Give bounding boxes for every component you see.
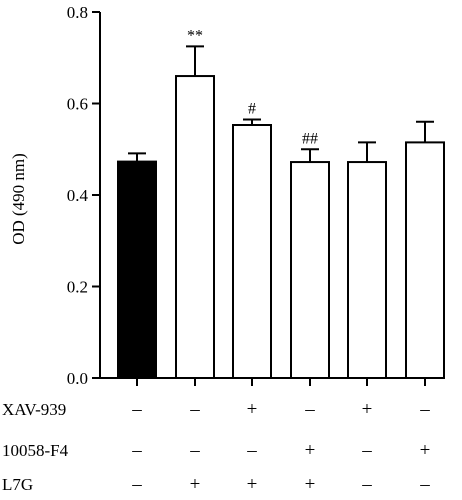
treatment-symbol: + <box>362 399 373 420</box>
treatment-symbol: – <box>419 399 430 420</box>
bar <box>232 124 272 379</box>
treatment-symbol: – <box>131 399 142 420</box>
significance-annotation: ** <box>187 27 203 44</box>
treatment-row-label: 10058-F4 <box>2 441 69 460</box>
treatment-symbol: – <box>361 474 372 495</box>
treatment-symbol: – <box>304 399 315 420</box>
bar <box>347 161 387 379</box>
y-tick-label: 0.4 <box>67 186 89 205</box>
y-tick-label: 0.6 <box>67 95 88 114</box>
significance-annotation: ## <box>302 130 318 147</box>
treatment-symbol: – <box>131 440 142 461</box>
treatment-symbol: + <box>305 440 316 461</box>
treatment-row-label: XAV-939 <box>2 400 66 419</box>
treatment-row-label: L7G <box>2 475 33 494</box>
treatment-symbol: + <box>305 474 316 495</box>
bars-layer <box>117 45 445 380</box>
y-axis-title: OD (490 nm) <box>9 153 28 245</box>
y-tick-label: 0.2 <box>67 278 88 297</box>
treatment-symbol: + <box>247 474 258 495</box>
treatment-symbol: – <box>419 474 430 495</box>
treatment-symbol: + <box>190 474 201 495</box>
bar <box>405 141 445 379</box>
treatment-symbol: – <box>189 440 200 461</box>
treatment-symbol: – <box>246 440 257 461</box>
treatment-symbol: – <box>189 399 200 420</box>
treatment-symbol: – <box>131 474 142 495</box>
significance-annotation: # <box>248 101 256 118</box>
labels-layer: 0.00.20.40.60.8**###XAV-939– – + – + –10058-F… <box>2 3 430 495</box>
bar <box>175 75 215 380</box>
treatment-symbol: + <box>247 399 258 420</box>
bar <box>117 160 157 379</box>
y-tick-label: 0.0 <box>67 369 88 388</box>
bar <box>290 161 330 379</box>
treatment-symbol: + <box>420 440 431 461</box>
y-tick-label: 0.8 <box>67 3 88 22</box>
treatment-symbol: – <box>361 440 372 461</box>
